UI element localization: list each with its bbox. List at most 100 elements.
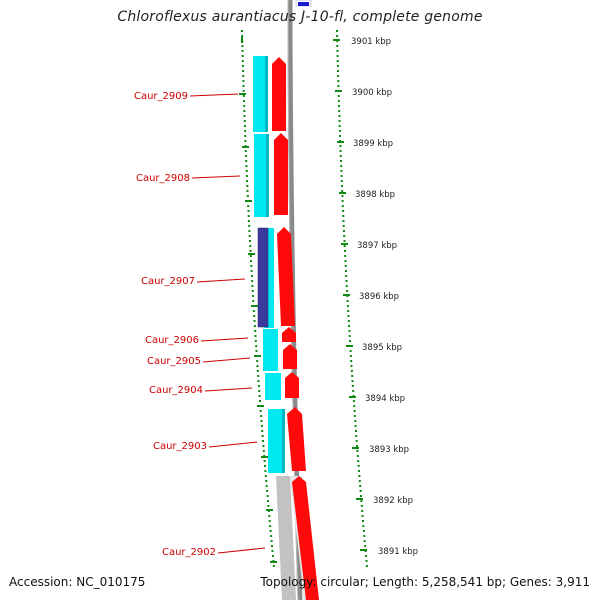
track-dot	[247, 220, 250, 222]
track-dot	[257, 385, 260, 387]
track-dot	[267, 500, 269, 502]
track-dot	[356, 450, 359, 452]
track-dot	[241, 55, 244, 57]
track-dot	[259, 410, 262, 412]
gene-label[interactable]: Caur_2907	[141, 276, 195, 287]
track-dot	[354, 420, 357, 422]
reverse-gene-2908[interactable]	[254, 134, 269, 217]
track-dot	[350, 360, 353, 362]
gene-label[interactable]: Caur_2903	[153, 441, 207, 452]
track-dot	[351, 380, 354, 382]
reverse-gene-2907[interactable]	[264, 228, 274, 328]
selected-gene-highlight[interactable]	[257, 227, 269, 328]
track-dot	[262, 450, 265, 452]
forward-strand-genes	[272, 57, 319, 600]
track-dot	[272, 565, 275, 567]
track-dot	[351, 385, 354, 387]
track-dot	[260, 425, 263, 427]
track-dot	[339, 135, 341, 137]
label-leaders	[189, 93, 266, 554]
reverse-gene-2906[interactable]	[263, 329, 278, 371]
track-dot	[267, 505, 270, 507]
forward-gene-2902[interactable]	[292, 476, 319, 600]
forward-gene-2907[interactable]	[277, 227, 295, 326]
track-dot	[345, 285, 348, 287]
forward-gene-2904[interactable]	[285, 372, 299, 398]
track-dot	[337, 95, 340, 97]
track-dot	[272, 555, 274, 557]
track-dot	[343, 230, 345, 232]
track-dot	[340, 160, 342, 162]
gene-label[interactable]: Caur_2904	[149, 385, 203, 396]
track-dot	[241, 45, 244, 47]
forward-gene-2909[interactable]	[272, 57, 286, 131]
gene-label[interactable]: Caur_2906	[145, 335, 199, 346]
track-dot	[249, 245, 252, 247]
track-dot	[252, 295, 254, 297]
gene-label[interactable]: Caur_2905	[147, 356, 201, 367]
track-dot	[255, 345, 258, 347]
track-dot	[346, 300, 349, 302]
reverse-gene-2904[interactable]	[265, 373, 281, 400]
track-dot	[342, 210, 345, 212]
track-dot	[357, 465, 360, 467]
track-dot	[343, 240, 346, 242]
gene-label[interactable]: Caur_2909	[134, 91, 188, 102]
track-dot	[355, 430, 357, 432]
scale-tick-label: 3900 kbp	[352, 88, 392, 98]
track-dot	[244, 135, 247, 137]
track-dot	[359, 485, 362, 487]
track-dot	[256, 365, 259, 367]
track-dot	[344, 255, 347, 257]
track-dot	[345, 275, 348, 277]
track-dot	[352, 390, 355, 392]
track-dot	[347, 315, 350, 317]
track-dot	[265, 480, 268, 482]
track-dot	[242, 80, 245, 82]
track-dot	[348, 330, 351, 332]
track-dot	[341, 190, 344, 192]
track-dot	[342, 215, 345, 217]
track-dot	[339, 150, 342, 152]
reverse-gene-2909[interactable]	[253, 56, 268, 132]
track-dot	[249, 250, 252, 252]
track-dot	[271, 550, 274, 552]
gene-label[interactable]: Caur_2902	[162, 547, 216, 558]
scale-tick-label: 3896 kbp	[359, 292, 399, 302]
track-dot	[356, 445, 359, 447]
track-dot	[256, 370, 259, 372]
track-dot	[257, 375, 260, 377]
scale-tick-label: 3901 kbp	[351, 37, 391, 47]
track-dot	[242, 70, 245, 72]
track-dot	[245, 175, 248, 177]
track-dot	[246, 185, 249, 187]
track-dot	[254, 340, 257, 342]
track-dot	[249, 240, 251, 242]
track-dot	[349, 340, 351, 342]
track-dot	[247, 210, 250, 212]
track-dot	[259, 400, 261, 402]
track-dot	[338, 120, 341, 122]
track-dot	[348, 325, 351, 327]
right-tick-track	[333, 39, 367, 551]
track-dot	[249, 255, 252, 257]
forward-gene-2903[interactable]	[287, 407, 306, 471]
track-dot	[341, 185, 343, 187]
track-dot	[243, 110, 246, 112]
forward-gene-2908[interactable]	[274, 133, 288, 215]
forward-gene-2905[interactable]	[283, 344, 297, 369]
track-dot	[338, 125, 341, 127]
track-dot	[336, 45, 339, 47]
track-dot	[342, 220, 345, 222]
gene-label[interactable]: Caur_2908	[136, 173, 190, 184]
track-dot	[250, 265, 253, 267]
track-dot	[338, 130, 341, 132]
forward-gene-2906[interactable]	[282, 327, 296, 342]
reverse-gene-2903[interactable]	[268, 409, 285, 473]
track-dot	[246, 180, 249, 182]
track-dot	[248, 225, 251, 227]
track-dot	[362, 525, 365, 527]
track-dot	[241, 65, 244, 67]
track-dot	[241, 30, 243, 32]
